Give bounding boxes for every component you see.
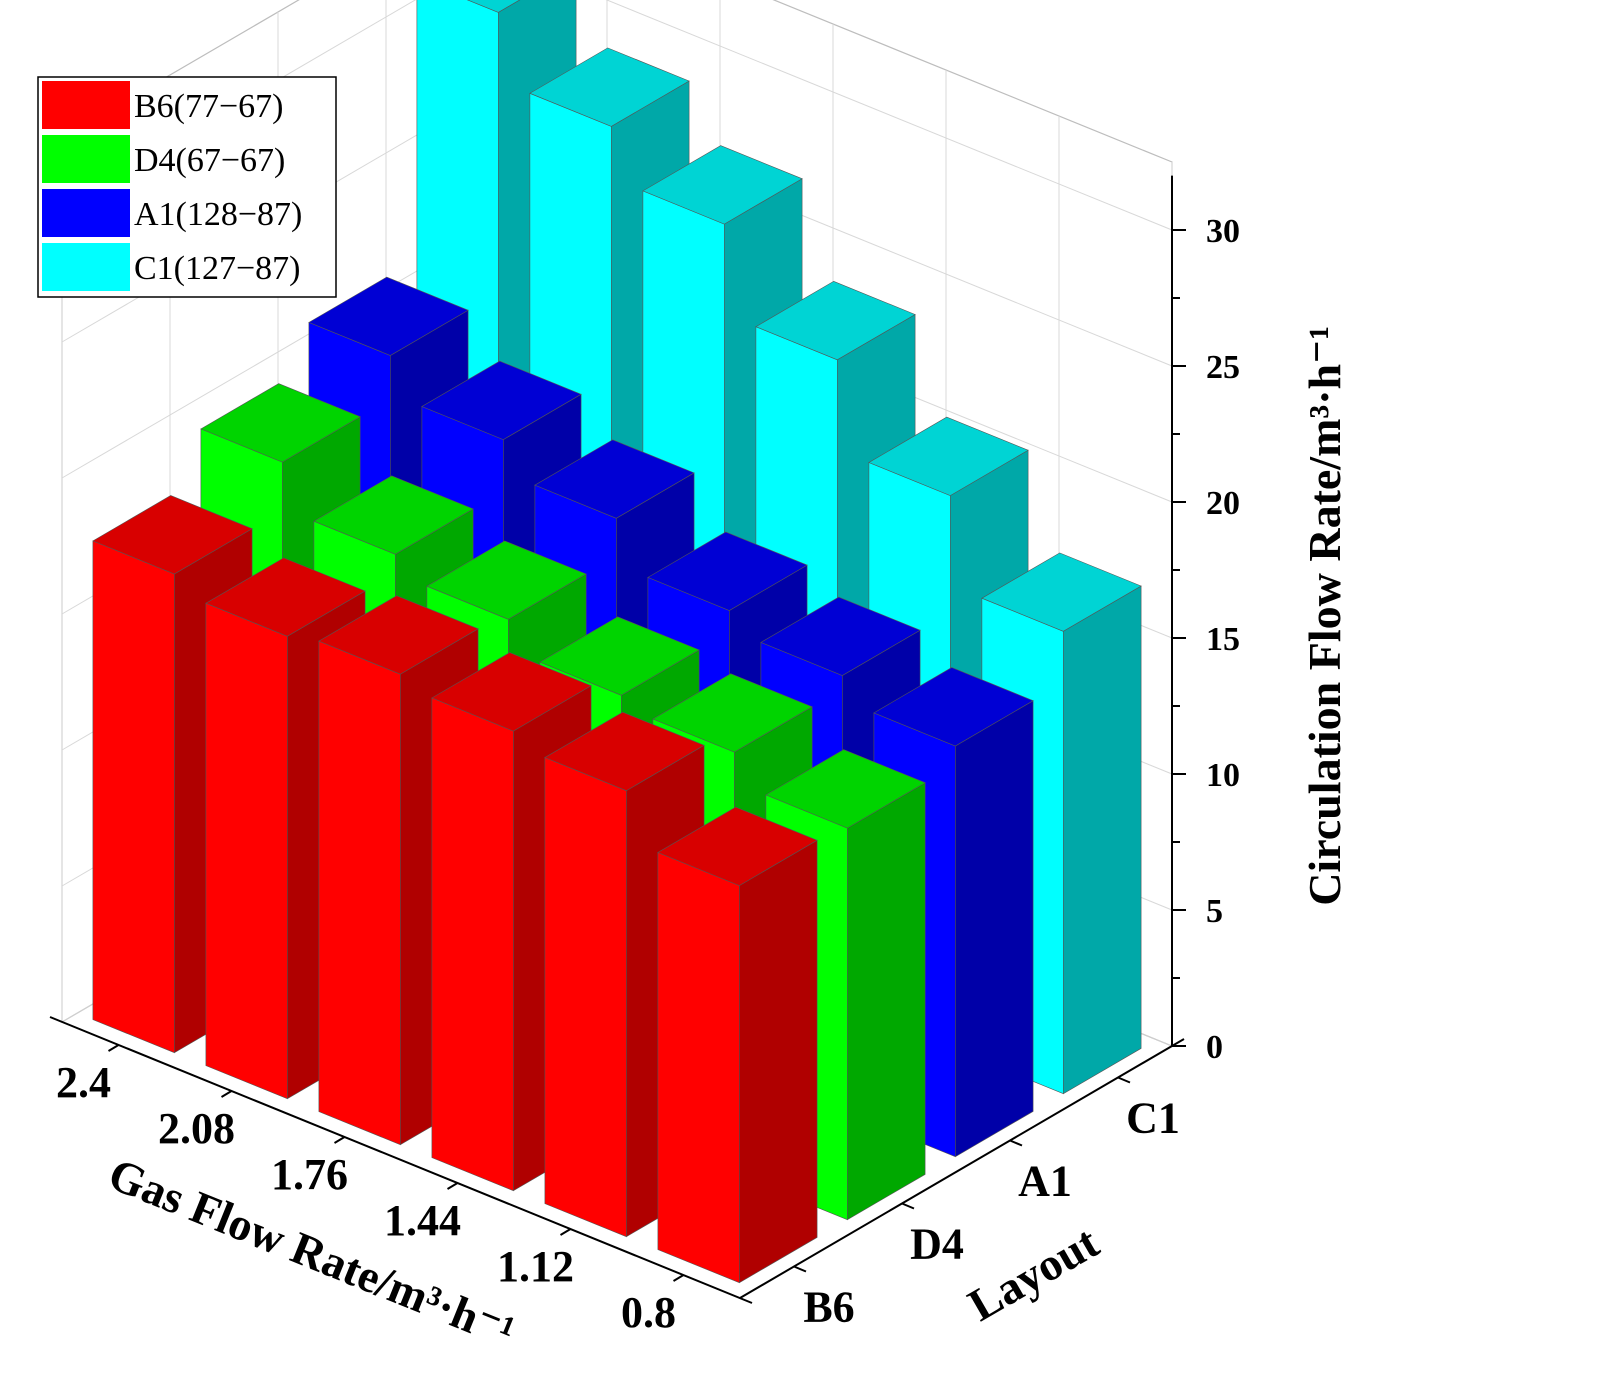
bar-side-face [846,782,926,1221]
x-tick [333,1136,346,1144]
bar-front-face [544,757,627,1238]
bar-top-face [755,280,916,361]
bar-top-face [539,616,700,696]
bar-front-face [205,602,288,1100]
bar-B6-0.8 [657,806,818,1284]
z-axis-title: Circulation Flow Rate/m³·h⁻¹ [1299,326,1350,906]
y-tick-label: C1 [1126,1094,1180,1143]
x-tick-label: 2.4 [56,1058,111,1107]
x-tick [220,1090,233,1098]
legend-label-D4: D4(67−67) [134,142,285,179]
y-tick-label: D4 [910,1220,964,1269]
bar-top-face [431,652,592,732]
bar-top-face [467,0,521,13]
bar-top-face [760,596,921,676]
bar-top-face [544,711,705,792]
bar-top-face [765,749,926,829]
y-tick-label: B6 [803,1283,854,1332]
y-tick-label: A1 [1018,1157,1072,1206]
z-tick-label: 20 [1206,485,1240,522]
bar-side-face [954,700,1034,1158]
y-tick [1117,1076,1131,1084]
z-tick-label: 10 [1206,757,1240,794]
x-tick-label: 2.08 [158,1104,235,1153]
x-tick [559,1228,572,1236]
z-tick-label: 5 [1206,893,1223,930]
y-axis-title: Layout [960,1216,1108,1331]
bar-top-face [657,806,818,886]
y-tick [1009,1139,1023,1147]
legend-label-A1: A1(128−87) [134,196,302,233]
x-tick [672,1274,685,1282]
bar-top-face [426,540,587,620]
bar-front-face [92,540,175,1054]
legend-label-B6: B6(77−67) [134,88,284,125]
legend-label-C1: C1(127−87) [134,250,301,287]
x-tick-label: 1.12 [497,1242,574,1291]
legend-swatch-D4 [42,135,130,183]
bar-top-face [534,439,695,519]
z-tick-label: 15 [1206,621,1240,658]
bar-front-face [431,697,514,1192]
y-tick [901,1202,915,1210]
bar-front-face [657,852,740,1284]
legend-swatch-C1 [42,243,130,291]
y-axis-line [739,1038,1185,1299]
x-tick [107,1044,120,1052]
bar-top-face [313,475,474,555]
bar-top-face [868,416,1029,496]
x-tick-label: 1.44 [384,1196,461,1245]
z-tick-label: 25 [1206,349,1240,386]
legend-swatch-B6 [42,81,130,129]
bar-top-face [529,47,690,127]
bar-top-face [981,552,1142,632]
bar-top-face [318,595,479,675]
bar-top-face [642,145,803,225]
x-tick [446,1182,459,1190]
bar-side-face [1063,585,1142,1095]
y-tick [793,1265,807,1273]
legend: B6(77−67) D4(67−67) A1(128−87) C1(127−87) [37,76,337,298]
bar-top-face [205,557,366,637]
bar-top-face [200,383,361,463]
bar-front-face [318,640,401,1146]
z-tick-label: 30 [1206,213,1240,250]
bar-top-face [652,673,813,753]
x-tick-label: 1.76 [271,1150,348,1199]
bar-top-face [92,495,253,575]
bar-top-face [647,531,808,611]
bar-top-face [421,360,582,440]
bars-group [92,0,1142,1284]
x-tick-label: 0.8 [621,1288,676,1337]
legend-swatch-A1 [42,189,130,237]
bar-top-face [873,667,1034,747]
bar-top-face [308,276,469,356]
z-tick-label: 0 [1206,1029,1223,1066]
bar-side-face [738,839,818,1284]
x-axis-line [49,1016,753,1304]
